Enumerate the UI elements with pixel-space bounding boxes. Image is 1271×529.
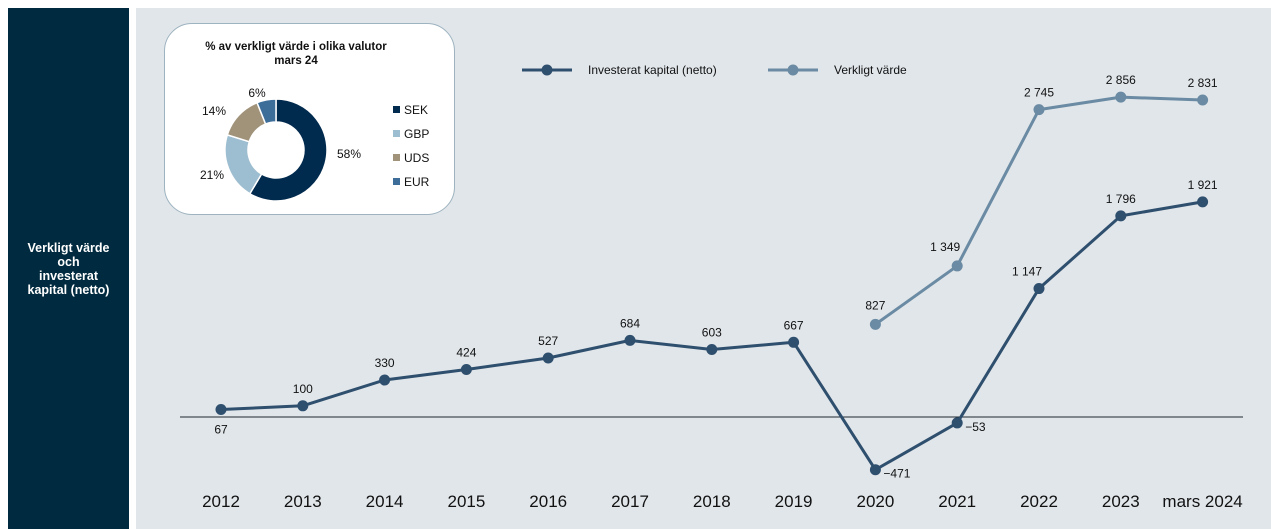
donut-slice-eur [256, 98, 277, 125]
data-point-0-0 [215, 403, 227, 415]
donut-legend-label-eur: EUR [404, 175, 430, 189]
x-tick-label: 2015 [447, 492, 485, 511]
data-label-0-12: 1 921 [1188, 178, 1218, 192]
donut-title: % av verkligt värde i olika valutor [205, 41, 387, 53]
data-point-1-8 [869, 318, 881, 330]
donut-legend-swatch-sek [393, 106, 400, 113]
data-point-0-2 [379, 374, 391, 386]
data-point-0-7 [788, 336, 800, 348]
legend-label-1: Verkligt värde [834, 63, 907, 77]
slice-label-gbp: 21% [200, 168, 224, 182]
data-point-0-8 [869, 464, 881, 476]
donut-legend-swatch-uds [393, 154, 400, 161]
legend: Investerat kapital (netto) Verkligt värde [522, 63, 907, 77]
donut-subtitle: mars 24 [274, 55, 318, 67]
data-label-0-3: 424 [456, 346, 476, 360]
data-label-0-2: 330 [375, 356, 395, 370]
legend-label-0: Investerat kapital (netto) [588, 63, 717, 77]
x-tick-label: 2012 [202, 492, 240, 511]
data-label-1-10: 2 745 [1024, 86, 1054, 100]
data-label-1-11: 2 856 [1106, 73, 1136, 87]
data-label-0-1: 100 [293, 382, 313, 396]
data-point-1-11 [1115, 91, 1127, 103]
data-label-1-8: 827 [865, 298, 885, 312]
data-point-1-9 [951, 260, 963, 272]
data-point-0-5 [624, 334, 636, 346]
data-point-0-6 [706, 343, 718, 355]
donut-legend-label-uds: UDS [404, 151, 429, 165]
data-point-0-1 [297, 400, 309, 412]
x-tick-label: 2016 [529, 492, 567, 511]
data-point-0-4 [542, 352, 554, 364]
data-point-0-12 [1197, 196, 1209, 208]
x-tick-label: mars 2024 [1162, 492, 1242, 511]
data-point-0-3 [460, 364, 472, 376]
data-label-0-0: 67 [214, 422, 228, 436]
slice-label-uds: 14% [202, 104, 226, 118]
x-tick-label: 2020 [856, 492, 894, 511]
slice-label-sek: 58% [337, 147, 361, 161]
x-tick-label: 2021 [938, 492, 976, 511]
x-tick-label: 2017 [611, 492, 649, 511]
data-point-1-12 [1197, 94, 1209, 106]
x-tick-label: 2014 [366, 492, 404, 511]
sidebar-label: Verkligt värde och investerat kapital (n… [27, 240, 110, 297]
x-tick-label: 2013 [284, 492, 322, 511]
donut-legend-swatch-eur [393, 178, 400, 185]
x-tick-label: 2019 [775, 492, 813, 511]
data-label-1-12: 2 831 [1188, 76, 1218, 90]
data-label-0-5: 684 [620, 316, 640, 330]
donut-legend-label-sek: SEK [404, 103, 428, 117]
legend-swatch-dot-0 [541, 64, 553, 76]
donut-legend-swatch-gbp [393, 130, 400, 137]
data-point-0-9 [951, 417, 963, 429]
data-label-0-7: 667 [784, 318, 804, 332]
data-point-1-10 [1033, 104, 1045, 116]
data-label-0-10: 1 147 [1012, 265, 1042, 279]
donut-slice-sek [248, 98, 328, 202]
slice-label-eur: 6% [248, 86, 266, 100]
sidebar: Verkligt värde och investerat kapital (n… [8, 8, 129, 529]
data-point-0-10 [1033, 283, 1045, 295]
legend-swatch-dot-1 [787, 64, 799, 76]
x-tick-label: 2023 [1102, 492, 1140, 511]
data-label-0-6: 603 [702, 325, 722, 339]
x-tick-label: 2018 [693, 492, 731, 511]
data-label-0-4: 527 [538, 334, 558, 348]
data-label-1-9: 1 349 [930, 240, 960, 254]
x-tick-label: 2022 [1020, 492, 1058, 511]
data-label-0-9: −53 [965, 420, 986, 434]
data-label-0-8: −471 [883, 467, 910, 481]
data-point-0-11 [1115, 210, 1127, 222]
data-label-0-11: 1 796 [1106, 192, 1136, 206]
donut-legend-label-gbp: GBP [404, 127, 429, 141]
